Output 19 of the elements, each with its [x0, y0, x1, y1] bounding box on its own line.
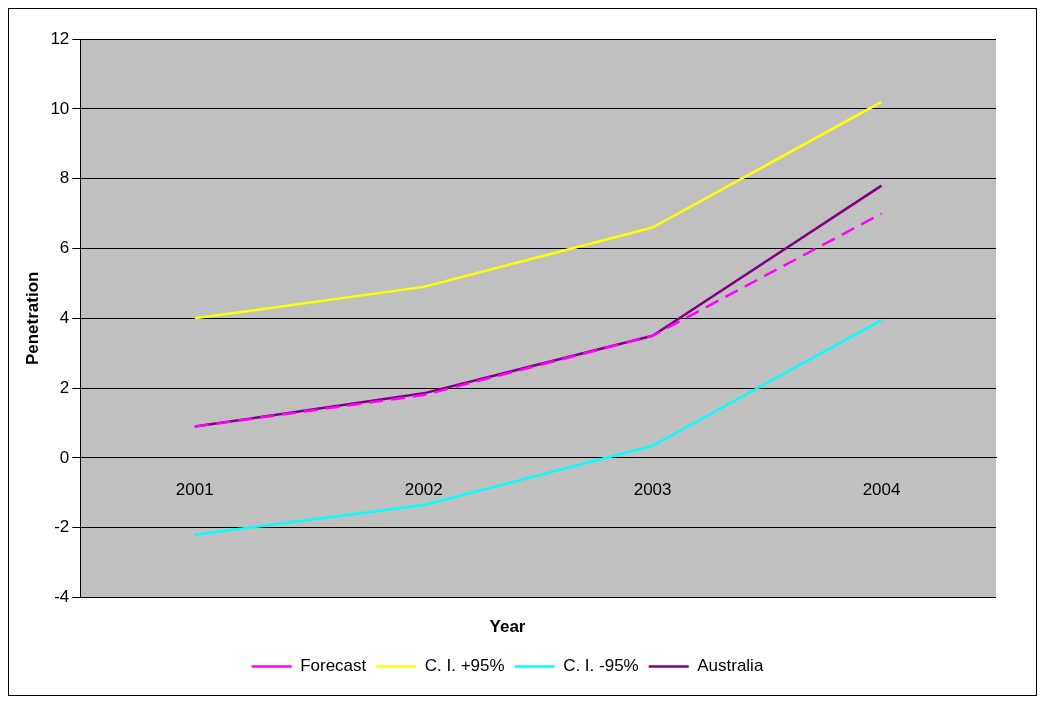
x-tick-label: 2004	[862, 479, 901, 499]
legend-label: Forecast	[300, 656, 367, 676]
x-tick-label: 2003	[633, 479, 672, 499]
y-tick-label: 4	[59, 307, 70, 327]
x-axis-title: Year	[489, 617, 526, 637]
legend-label: Australia	[697, 656, 764, 676]
y-tick-label: -2	[54, 517, 70, 537]
y-tick-label: 12	[50, 28, 70, 48]
y-tick-label: 0	[59, 447, 70, 467]
y-axis-title: Penetration	[22, 271, 42, 366]
x-tick-label: 2002	[404, 479, 443, 499]
legend-label: C. I. -95%	[563, 656, 639, 676]
y-tick-label: 8	[59, 168, 70, 188]
y-tick-label: 10	[50, 98, 70, 118]
y-tick-label: 2	[59, 377, 70, 397]
y-tick-label: 6	[59, 238, 70, 258]
x-tick-label: 2001	[175, 479, 214, 499]
legend-label: C. I. +95%	[424, 656, 505, 676]
y-tick-label: -4	[54, 587, 70, 607]
